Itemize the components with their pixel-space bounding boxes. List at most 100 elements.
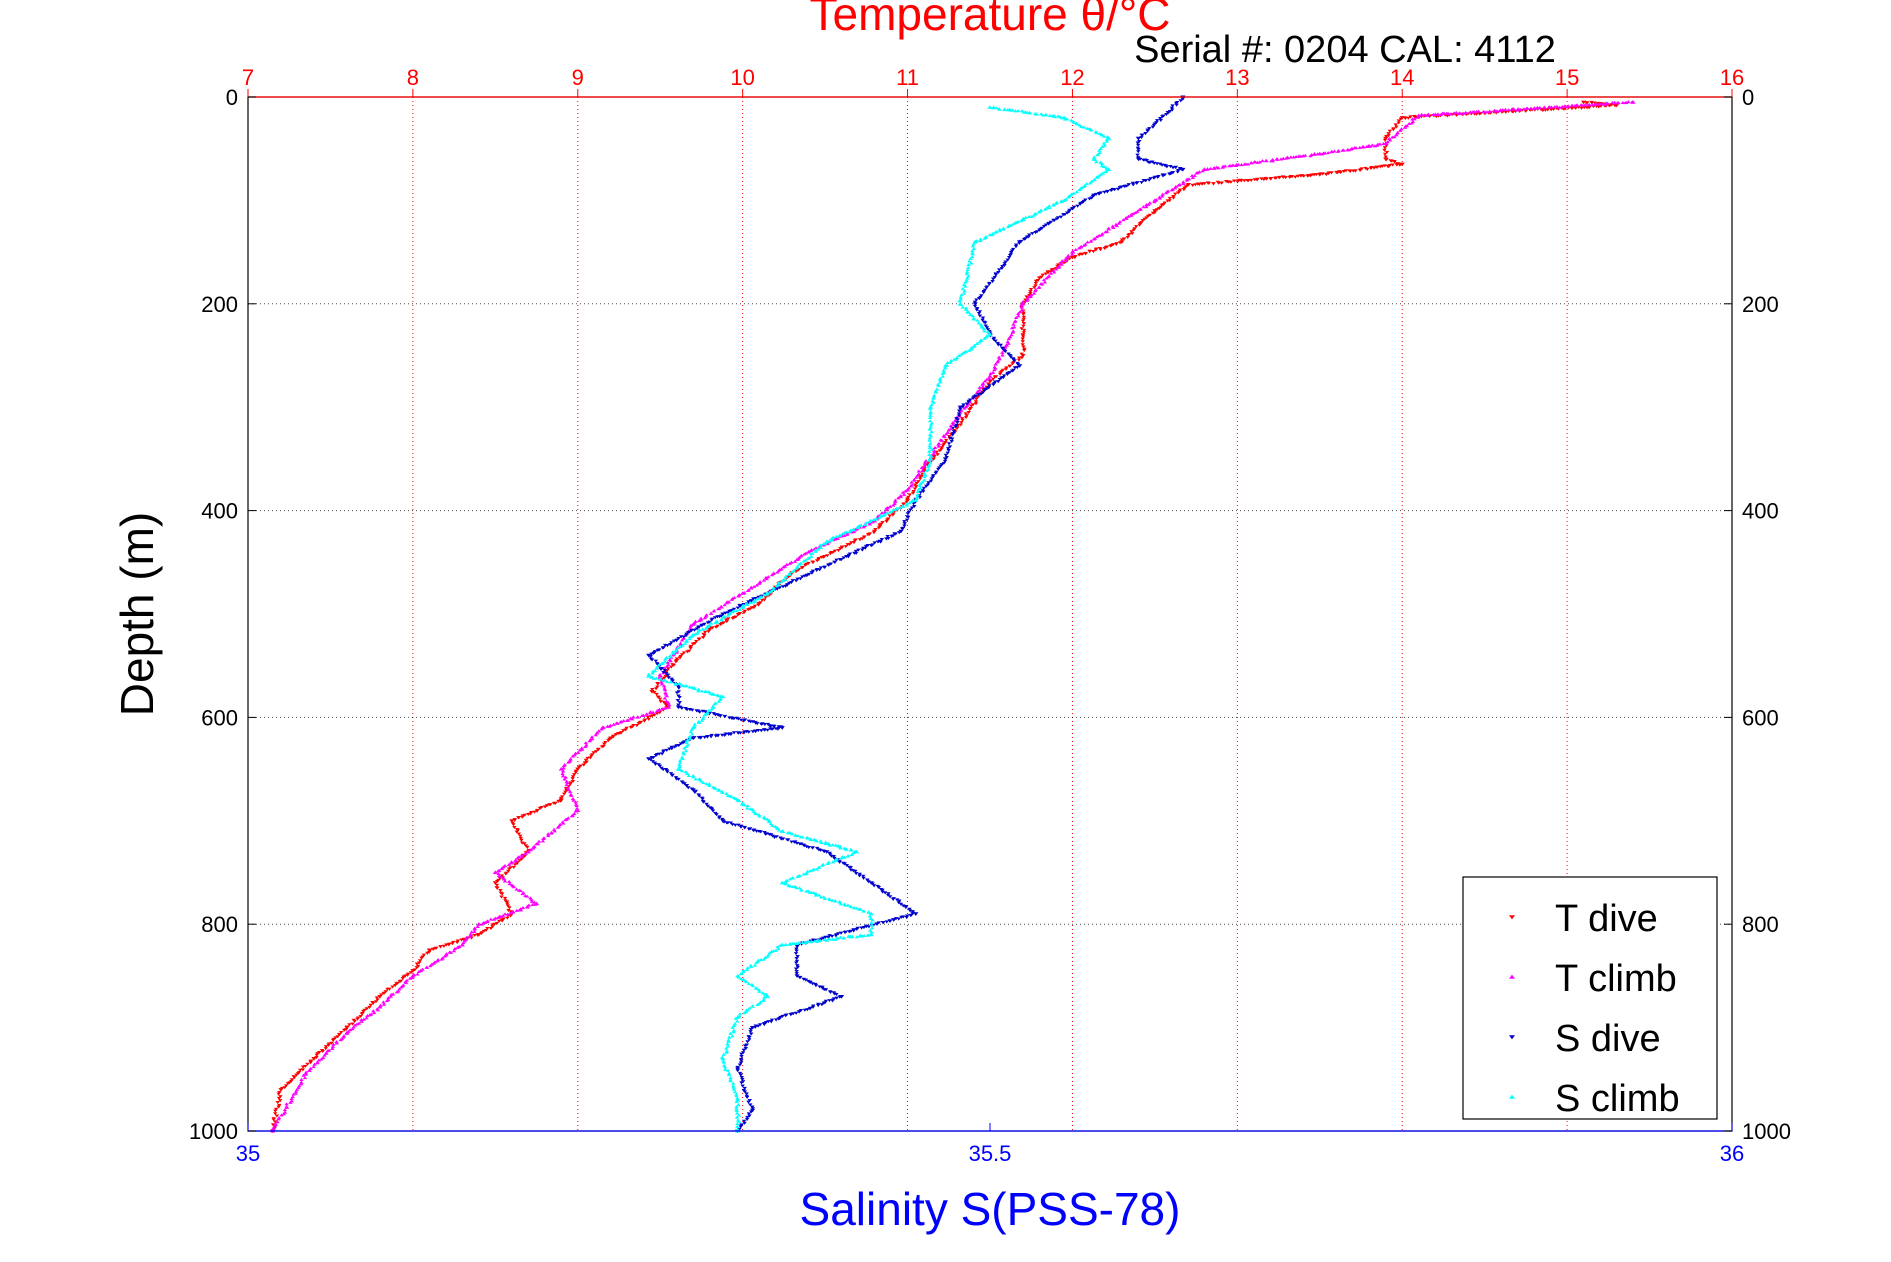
data-point (974, 308, 980, 312)
data-point (744, 980, 749, 984)
data-point (1134, 181, 1139, 185)
data-point (731, 731, 737, 735)
data-point (851, 906, 857, 910)
data-point (525, 849, 531, 854)
data-point (866, 933, 871, 937)
data-point (1043, 113, 1049, 117)
data-point (982, 336, 987, 340)
data-point (733, 1016, 738, 1020)
data-point (503, 872, 508, 876)
data-point (583, 744, 588, 748)
data-point (816, 547, 821, 551)
data-point (847, 529, 852, 533)
depth-tick-label-left: 0 (226, 85, 238, 110)
data-point (450, 942, 455, 946)
data-point (806, 561, 811, 565)
data-point (472, 929, 477, 933)
data-point (838, 846, 843, 850)
data-point (736, 823, 741, 827)
data-point (1214, 165, 1220, 169)
data-point (1021, 345, 1026, 349)
data-point (370, 1001, 376, 1005)
data-point (561, 821, 566, 825)
data-point (419, 956, 424, 960)
data-point (1017, 356, 1022, 360)
data-point (1151, 123, 1157, 128)
data-point (1076, 246, 1082, 250)
data-point (1026, 214, 1032, 218)
data-point (338, 1030, 344, 1035)
data-point (1528, 106, 1534, 110)
data-point (697, 794, 702, 798)
data-point (913, 912, 919, 916)
data-point (1130, 232, 1135, 236)
data-point (755, 722, 760, 726)
data-point (648, 655, 653, 659)
data-point (1181, 188, 1187, 192)
data-point (920, 480, 925, 484)
data-point (884, 506, 889, 510)
data-point (931, 393, 937, 397)
data-point (379, 993, 384, 997)
data-point (648, 758, 653, 762)
data-point (688, 623, 694, 627)
data-point (1040, 282, 1045, 286)
data-point (713, 786, 718, 790)
data-point (737, 607, 742, 612)
data-point (1063, 258, 1069, 262)
data-point (742, 1121, 747, 1125)
data-point (887, 504, 893, 508)
data-point (843, 545, 849, 549)
data-point (734, 1111, 740, 1115)
data-point (271, 1118, 276, 1122)
data-point (1168, 164, 1173, 169)
data-point (869, 926, 875, 930)
data-point (987, 376, 992, 380)
data-point (748, 963, 754, 967)
data-point (821, 542, 826, 546)
data-point (1368, 166, 1374, 170)
data-point (929, 477, 934, 481)
temperature-tick-label: 10 (730, 65, 754, 90)
data-point (1093, 248, 1099, 252)
data-point (716, 816, 722, 820)
data-point (980, 316, 986, 320)
data-point (958, 302, 964, 306)
data-point (428, 964, 433, 968)
data-point (658, 700, 663, 704)
data-point (687, 736, 693, 741)
data-point (834, 558, 839, 562)
data-point (806, 846, 811, 850)
data-point (987, 374, 993, 378)
data-point (938, 464, 943, 468)
data-point (1158, 118, 1163, 122)
data-point (728, 794, 734, 798)
data-point (587, 739, 592, 743)
data-point (910, 491, 916, 495)
data-point (927, 407, 933, 411)
data-point (984, 326, 990, 330)
data-point (950, 422, 956, 426)
data-point (997, 357, 1002, 361)
data-point (1063, 256, 1069, 260)
data-point (671, 639, 677, 643)
data-point (970, 244, 976, 248)
data-point (657, 677, 663, 681)
data-point (501, 917, 506, 921)
data-point (1077, 187, 1082, 192)
data-point (421, 953, 427, 957)
data-point (1135, 136, 1141, 141)
data-point (961, 291, 967, 295)
data-point (974, 397, 979, 401)
data-point (987, 331, 992, 335)
data-point (748, 1103, 753, 1107)
data-point (1093, 192, 1099, 197)
legend-marker (1509, 1035, 1515, 1040)
data-point (1629, 100, 1635, 104)
data-point (722, 715, 728, 719)
data-point (1041, 224, 1047, 228)
data-point (784, 562, 789, 566)
data-point (1095, 175, 1100, 179)
data-point (869, 920, 874, 925)
depth-tick-label-right: 600 (1742, 705, 1779, 730)
